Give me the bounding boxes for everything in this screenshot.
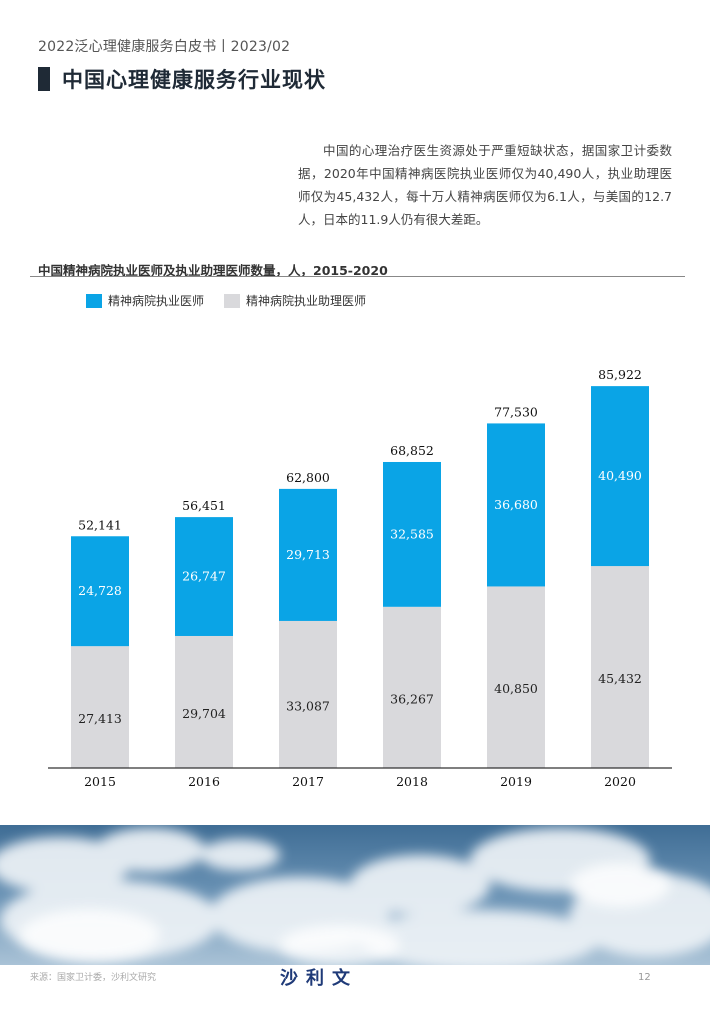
- legend-item-practitioners: 精神病院执业医师: [86, 292, 204, 309]
- bar-practitioner-2019: [487, 423, 545, 587]
- report-header: 2022泛心理健康服务白皮书丨2023/02: [38, 39, 291, 55]
- data-label-assistant-2019: 40,850: [494, 681, 538, 696]
- bar-assistant-2019: [487, 586, 545, 768]
- bar-assistant-2020: [591, 566, 649, 768]
- data-label-assistant-2018: 36,267: [390, 691, 434, 706]
- chart-title-rule: [30, 276, 685, 277]
- legend-label-assistants: 精神病院执业助理医师: [246, 294, 367, 308]
- data-label-practitioner-2020: 40,490: [598, 468, 642, 483]
- total-label-2018: 68,852: [390, 443, 434, 458]
- x-tick-2018: 2018: [396, 774, 428, 789]
- x-tick-2020: 2020: [604, 774, 636, 789]
- legend-swatch-assistants: [224, 293, 241, 308]
- title-accent-bar: [38, 67, 50, 91]
- total-label-2017: 62,800: [286, 470, 330, 485]
- source-note: 来源：国家卫计委，沙利文研究: [30, 973, 157, 983]
- bar-practitioner-2018: [383, 461, 441, 607]
- legend-swatch-practitioners: [86, 293, 102, 308]
- page-number: 12: [638, 972, 651, 983]
- bar-practitioner-2020: [591, 386, 649, 567]
- bar-practitioner-2016: [175, 517, 233, 636]
- bar-assistant-2018: [383, 606, 441, 768]
- page-footer: 来源：国家卫计委，沙利文研究 沙利文 12: [0, 960, 710, 990]
- legend-label-practitioners: 精神病院执业医师: [108, 294, 205, 308]
- legend-item-assistants: 精神病院执业助理医师: [224, 292, 366, 309]
- data-label-practitioner-2015: 24,728: [78, 583, 122, 598]
- page-title: 中国心理健康服务行业现状: [62, 68, 326, 92]
- data-label-assistant-2017: 33,087: [286, 698, 330, 713]
- data-label-practitioner-2017: 29,713: [286, 547, 330, 562]
- total-label-2015: 52,141: [78, 517, 122, 532]
- x-tick-2016: 2016: [188, 774, 220, 789]
- frost-sullivan-logo: 沙利文: [280, 968, 358, 989]
- intro-paragraph: 中国的心理治疗医生资源处于严重短缺状态，据国家卫计委数据，2020年中国精神病医…: [298, 143, 672, 227]
- bar-assistant-2015: [71, 646, 129, 768]
- data-label-assistant-2016: 29,704: [182, 706, 226, 721]
- bar-assistant-2016: [175, 635, 233, 768]
- x-tick-2017: 2017: [292, 774, 324, 789]
- sky-clouds-image: [0, 825, 710, 965]
- stacked-bar-chart: 27,413 24,728 52,141 2015 29,704 26,747 56,451…: [48, 367, 672, 789]
- data-label-assistant-2015: 27,413: [78, 711, 122, 726]
- total-label-2019: 77,530: [494, 404, 538, 419]
- page-title-row: 中国心理健康服务行业现状: [38, 64, 326, 94]
- total-label-2020: 85,922: [598, 367, 642, 382]
- chart-title: 中国精神病院执业医师及执业助理医师数量，人，2015-2020: [38, 263, 388, 278]
- data-label-practitioner-2016: 26,747: [182, 569, 226, 584]
- total-label-2016: 56,451: [182, 498, 226, 513]
- chart-legend: 精神病院执业医师 精神病院执业助理医师: [86, 292, 386, 309]
- x-tick-2015: 2015: [84, 774, 116, 789]
- data-label-practitioner-2019: 36,680: [494, 497, 538, 512]
- x-tick-2019: 2019: [500, 774, 532, 789]
- bar-assistant-2017: [279, 620, 337, 768]
- bar-practitioner-2017: [279, 488, 337, 621]
- bar-practitioner-2015: [71, 536, 129, 647]
- data-label-practitioner-2018: 32,585: [390, 526, 434, 541]
- data-label-assistant-2020: 45,432: [598, 671, 642, 686]
